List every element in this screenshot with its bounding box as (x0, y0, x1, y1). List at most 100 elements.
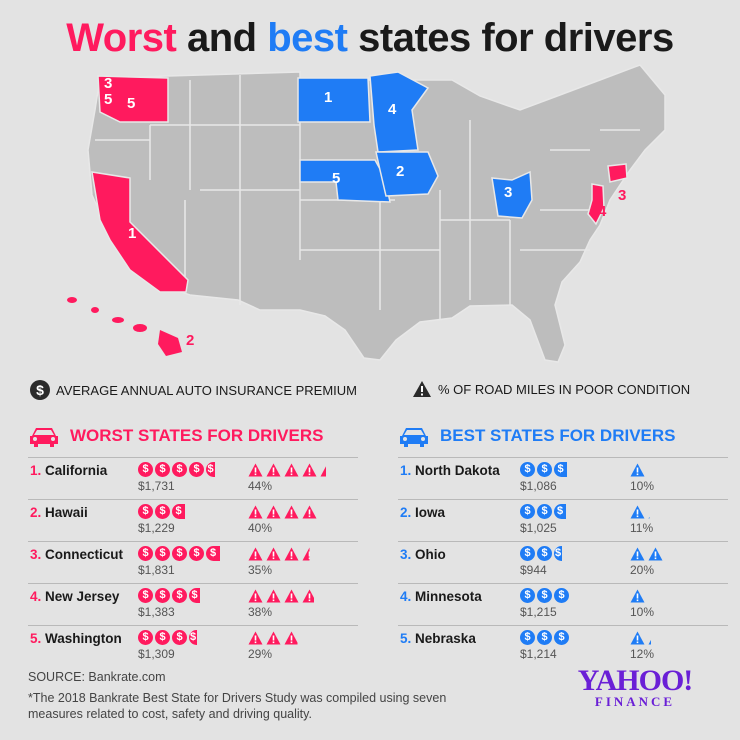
rank: 2. (400, 505, 412, 520)
state-label: Minnesota (415, 589, 482, 604)
table-row: 3. Connecticut $ $ $ $ $ $1,831 35% (28, 541, 358, 583)
rank: 1. (400, 463, 412, 478)
premium-value: $1,309 (138, 647, 175, 661)
dollar-icon: $ (172, 588, 187, 603)
legend-poor-road-label: % OF ROAD MILES IN POOR CONDITION (438, 381, 691, 397)
table-row: 5. Washington $ $ $ $ $1,309 29% (28, 625, 358, 667)
rank: 3. (400, 547, 412, 562)
warning-triangle-icon (648, 547, 663, 566)
warning-triangle-icon (630, 631, 645, 650)
state-label: Nebraska (415, 631, 476, 646)
dollar-icon: $ (155, 504, 170, 519)
premium-value: $1,214 (520, 647, 557, 661)
premium-value: $1,831 (138, 563, 175, 577)
poor-road-icons (630, 547, 663, 566)
map-label-new-jersey: 4 (598, 203, 607, 220)
dollar-icon: $ (189, 462, 204, 477)
dollar-icon: $ (138, 588, 153, 603)
poor-road-icons (630, 505, 663, 524)
warning-triangle-icon-partial (284, 631, 299, 650)
logo-finance: FINANCE (594, 694, 676, 709)
premium-icons: $ $ $ $ (138, 588, 200, 603)
poor-road-percent: 20% (630, 563, 655, 577)
dollar-icon-partial: $ (554, 546, 562, 561)
dollar-icon: $ (138, 546, 153, 561)
map-label-ohio: 3 (504, 184, 512, 201)
warning-triangle-icon (284, 463, 299, 482)
dollar-icon: $ (138, 504, 153, 519)
state-name: 3. Ohio (400, 547, 446, 562)
warning-triangle-icon (266, 589, 281, 608)
best-heading: BEST STATES FOR DRIVERS (398, 424, 676, 448)
warning-triangle-icon (413, 381, 431, 397)
premium-icons: $ $ $ (520, 630, 569, 645)
dollar-icon-partial: $ (554, 462, 567, 477)
rank: 4. (30, 589, 42, 604)
legend-premium-label: AVERAGE ANNUAL AUTO INSURANCE PREMIUM (56, 382, 357, 398)
worst-heading-label: WORST STATES FOR DRIVERS (70, 426, 324, 445)
dollar-icon-partial: $ (172, 504, 185, 519)
map-label-wa-seattle: 3 (104, 75, 112, 92)
warning-triangle-icon (248, 505, 263, 524)
poor-road-percent: 10% (630, 605, 655, 619)
warning-triangle-icon (630, 463, 645, 482)
warning-triangle-icon (266, 463, 281, 482)
table-row: 1. California $ $ $ $ $ $1,731 (28, 457, 358, 499)
map-label-hawaii: 2 (186, 332, 194, 349)
poor-road-percent: 11% (630, 521, 654, 535)
title-best: best (267, 16, 348, 60)
map-label-iowa: 2 (396, 163, 404, 180)
warning-triangle-icon (248, 589, 263, 608)
premium-icons: $ $ $ $ $ (138, 546, 220, 561)
poor-road-percent: 44% (248, 479, 273, 493)
dollar-icon: $ (537, 588, 552, 603)
premium-value: $1,025 (520, 521, 557, 535)
warning-triangle-icon (266, 547, 281, 566)
dollar-icon: $ (30, 380, 50, 400)
dollar-icon: $ (520, 504, 535, 519)
car-icon (400, 428, 428, 447)
rank: 1. (30, 463, 42, 478)
table-row: 2. Hawaii $ $ $ $1,229 40% (28, 499, 358, 541)
poor-road-icons (630, 631, 663, 650)
map-label-california: 1 (128, 225, 136, 242)
page-title: Worst and best states for drivers (0, 16, 740, 61)
state-label: Iowa (415, 505, 446, 520)
warning-triangle-icon (248, 547, 263, 566)
poor-road-icons (630, 589, 645, 608)
dollar-icon: $ (520, 462, 535, 477)
dollar-icon: $ (520, 588, 535, 603)
warning-triangle-icon-partial (648, 505, 663, 524)
state-label: California (45, 463, 108, 478)
premium-icons: $ $ $ (520, 546, 562, 561)
state-name: 5. Nebraska (400, 631, 476, 646)
us-land (87, 64, 666, 363)
dollar-icon: $ (537, 504, 552, 519)
poor-road-icons (248, 631, 299, 650)
dollar-icon-partial: $ (189, 630, 197, 645)
warning-triangle-icon-partial (320, 463, 335, 482)
warning-triangle-icon (630, 547, 645, 566)
dollar-icon: $ (554, 588, 569, 603)
table-row: 4. New Jersey $ $ $ $ $1,383 38% (28, 583, 358, 625)
title-rest: states for drivers (358, 16, 674, 60)
footnote: *The 2018 Bankrate Best State for Driver… (28, 691, 447, 721)
yahoo-finance-logo: YAHOO! FINANCE (570, 664, 700, 710)
state-label: Ohio (415, 547, 446, 562)
poor-road-icons (248, 505, 317, 524)
map-label-minnesota: 4 (388, 101, 397, 118)
warning-triangle-icon (630, 589, 645, 608)
premium-icons: $ $ $ (520, 462, 567, 477)
table-row: 2. Iowa $ $ $ $1,025 11% (398, 499, 728, 541)
warning-triangle-icon (302, 463, 317, 482)
map-label-washington: 5 (127, 95, 135, 112)
state-connecticut (607, 163, 628, 183)
dollar-icon-partial: $ (206, 546, 220, 561)
warning-triangle-icon (284, 505, 299, 524)
rank: 2. (30, 505, 42, 520)
rank: 4. (400, 589, 412, 604)
title-and: and (187, 16, 257, 60)
worst-table: 1. California $ $ $ $ $ $1,731 (28, 457, 358, 667)
state-label: Hawaii (45, 505, 88, 520)
premium-icons: $ $ $ (520, 588, 569, 603)
